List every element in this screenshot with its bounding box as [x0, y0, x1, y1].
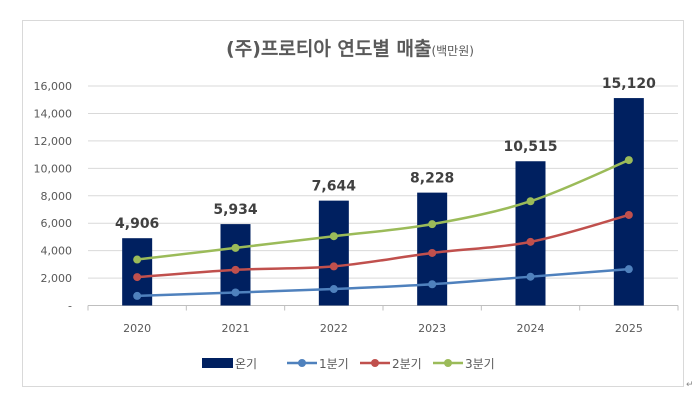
y-tick-label: 14,000 [34, 107, 73, 120]
bar-data-label: 4,906 [115, 216, 159, 232]
series-point [624, 210, 633, 219]
series-point [329, 285, 338, 294]
series-point [526, 237, 535, 246]
bar [613, 98, 644, 306]
x-tick-label: 2021 [222, 322, 250, 335]
legend-marker [444, 359, 452, 367]
y-tick-label: 8,000 [41, 190, 73, 203]
series-point [231, 243, 240, 252]
series-point [428, 220, 437, 229]
series-point [133, 255, 142, 264]
series-point [624, 156, 633, 165]
x-tick-label: 2025 [615, 322, 643, 335]
bar-data-label: 10,515 [503, 139, 557, 155]
chart-title: (주)프로티아 연도별 매출(백만원) [226, 38, 474, 60]
paragraph-mark: ↵ [686, 380, 694, 390]
legend-label: 온기 [235, 357, 257, 371]
series-point [428, 248, 437, 257]
x-tick-label: 2020 [123, 322, 151, 335]
series-point [428, 280, 437, 289]
y-tick-label: - [68, 300, 72, 313]
legend-marker [371, 359, 379, 367]
series-point [231, 288, 240, 297]
x-tick-label: 2022 [320, 322, 348, 335]
series-point [329, 262, 338, 271]
bar-data-label: 15,120 [602, 76, 656, 92]
legend-swatch [202, 358, 233, 368]
chart-frame [22, 20, 684, 387]
series-point [231, 265, 240, 274]
series-line [137, 213, 630, 279]
bar [515, 161, 546, 306]
series-line [137, 158, 630, 261]
legend-label: 1분기 [319, 357, 349, 371]
legend-label: 2분기 [392, 357, 422, 371]
legend-label: 3분기 [465, 357, 495, 371]
x-tick-label: 2023 [418, 322, 446, 335]
series-point [133, 273, 142, 282]
series-line [137, 267, 629, 298]
bar-data-label: 7,644 [312, 179, 357, 195]
legend-marker [298, 359, 306, 367]
series-point [624, 265, 633, 274]
series-point [526, 197, 535, 206]
y-tick-label: 4,000 [41, 245, 73, 258]
series-point [526, 272, 535, 281]
series-point [329, 232, 338, 241]
y-tick-label: 10,000 [34, 162, 73, 175]
y-tick-label: 2,000 [41, 272, 73, 285]
y-tick-label: 16,000 [34, 80, 73, 93]
y-tick-label: 6,000 [41, 217, 73, 230]
x-tick-label: 2024 [517, 322, 545, 335]
series-point [133, 291, 142, 300]
y-tick-label: 12,000 [34, 135, 73, 148]
bar-data-label: 5,934 [213, 202, 258, 218]
bar-data-label: 8,228 [410, 171, 454, 187]
